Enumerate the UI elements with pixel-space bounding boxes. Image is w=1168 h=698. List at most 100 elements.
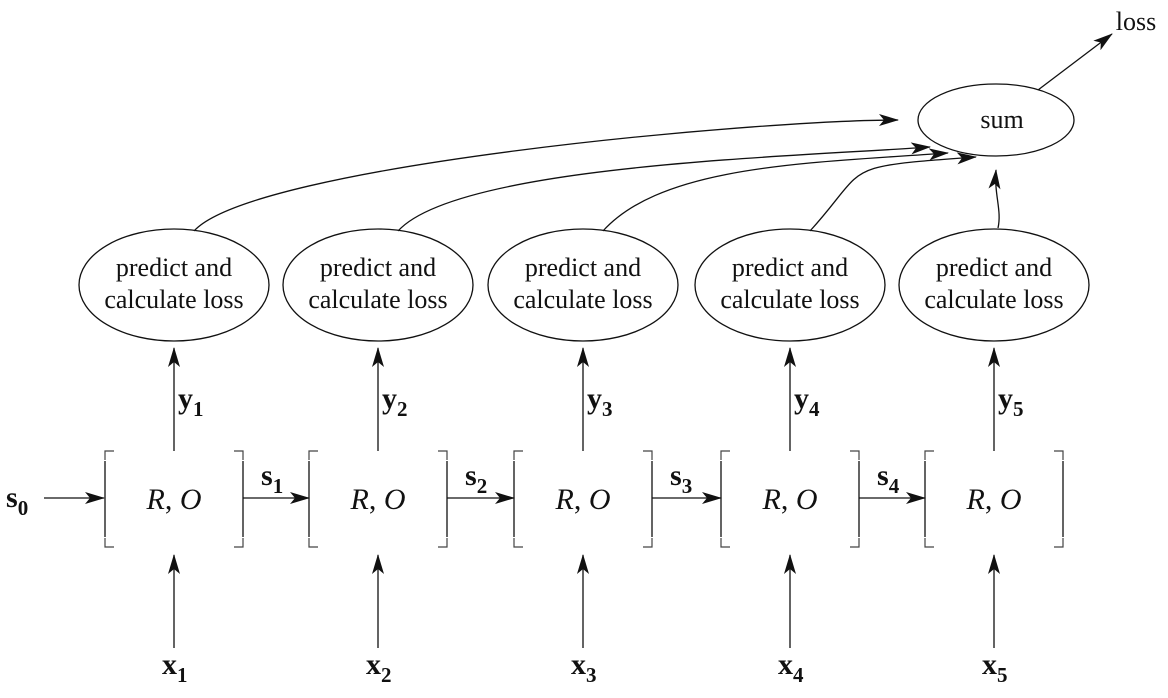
x3-sub: 3 <box>586 663 597 687</box>
predict-label-line-1: predict and <box>116 253 232 282</box>
cell-corner-1 <box>513 450 523 460</box>
initial-state-base: s <box>6 481 18 514</box>
cell-label-o: O <box>796 483 818 516</box>
y5-sub: 5 <box>1013 397 1024 421</box>
cell-corner-4 <box>234 538 244 548</box>
predict-ellipse <box>282 228 474 342</box>
cell-5: R, O <box>924 450 1064 548</box>
s3-sub: 3 <box>682 474 693 498</box>
s2-sub: 2 <box>477 474 488 498</box>
cell-4: R, O <box>720 450 860 548</box>
y5-base: y <box>998 382 1013 415</box>
sum-node: sum <box>917 83 1075 157</box>
cell-label: R, O <box>762 483 818 516</box>
cell-label-r: R <box>966 483 985 516</box>
cell-corner-2 <box>1054 450 1064 460</box>
predict-ellipse <box>694 228 886 342</box>
predict-ellipse <box>78 228 270 342</box>
predict-label-line-1: predict and <box>732 253 848 282</box>
y4-base: y <box>794 382 809 415</box>
cell-label-r: R <box>762 483 781 516</box>
y5-label: y5 <box>998 382 1024 421</box>
cell-corner-1 <box>308 450 318 460</box>
x3-base: x <box>571 648 586 681</box>
cell-corner-2 <box>643 450 653 460</box>
cell-label-r: R <box>146 483 165 516</box>
cell-label-o: O <box>589 483 611 516</box>
cell-3: R, O <box>513 450 653 548</box>
predict-ellipse <box>898 228 1090 342</box>
cell-corner-2 <box>234 450 244 460</box>
x5-base: x <box>982 648 997 681</box>
y3-base: y <box>587 382 602 415</box>
x1-label: x1 <box>162 648 188 687</box>
cell-label: R, O <box>555 483 611 516</box>
x5-sub: 5 <box>997 663 1008 687</box>
predict-node-4: predict and calculate loss <box>694 228 886 342</box>
predict-label-line-1: predict and <box>525 253 641 282</box>
cell-label-o: O <box>1000 483 1022 516</box>
predict-node-1: predict and calculate loss <box>78 228 270 342</box>
cell-corner-4 <box>850 538 860 548</box>
y2-base: y <box>382 382 397 415</box>
cell-label-sep: , <box>369 483 384 516</box>
cell-label: R, O <box>966 483 1022 516</box>
x1-sub: 1 <box>177 663 188 687</box>
predict-label-line-2: calculate loss <box>720 285 859 314</box>
cell-1: R, O <box>104 450 244 548</box>
cell-corner-3 <box>720 538 730 548</box>
cell-label-sep: , <box>165 483 180 516</box>
x4-label: x4 <box>778 648 804 687</box>
cell-corner-3 <box>513 538 523 548</box>
loss-3-to-sum-arrow <box>602 148 949 232</box>
predict-label-line-2: calculate loss <box>104 285 243 314</box>
s2-label: s2 <box>465 459 487 498</box>
loss-4-to-sum-arrow <box>809 152 977 232</box>
y1-label: y1 <box>178 382 204 421</box>
predict-node-2: predict and calculate loss <box>282 228 474 342</box>
s3-label: s3 <box>670 459 692 498</box>
cell-corner-3 <box>104 538 114 548</box>
loss-label: loss <box>1116 7 1156 36</box>
cell-2: R, O <box>308 450 448 548</box>
x4-base: x <box>778 648 793 681</box>
x1-base: x <box>162 648 177 681</box>
cell-label-sep: , <box>574 483 589 516</box>
cell-label-o: O <box>180 483 202 516</box>
predict-label-line-2: calculate loss <box>308 285 447 314</box>
s1-base: s <box>261 459 273 492</box>
initial-state-sub: 0 <box>18 496 29 520</box>
y2-sub: 2 <box>397 397 408 421</box>
cell-corner-1 <box>924 450 934 460</box>
predict-label-line-2: calculate loss <box>513 285 652 314</box>
x3-label: x3 <box>571 648 597 687</box>
s3-base: s <box>670 459 682 492</box>
y4-label: y4 <box>794 382 820 421</box>
cell-corner-4 <box>643 538 653 548</box>
predict-label-line-1: predict and <box>936 253 1052 282</box>
y1-base: y <box>178 382 193 415</box>
predict-node-5: predict and calculate loss <box>898 228 1090 342</box>
predict-label-line-1: predict and <box>320 253 436 282</box>
y4-sub: 4 <box>809 397 820 421</box>
loss-5-to-sum-arrow <box>988 169 1001 229</box>
x4-sub: 4 <box>793 663 804 687</box>
loss-2-to-sum-arrow <box>397 142 931 232</box>
predict-label-line-2: calculate loss <box>924 285 1063 314</box>
cell-label: R, O <box>350 483 406 516</box>
x2-sub: 2 <box>381 663 392 687</box>
sum-ellipse <box>917 83 1075 157</box>
s1-sub: 1 <box>273 474 284 498</box>
initial-state-label: s0 <box>6 481 28 520</box>
cell-corner-3 <box>308 538 318 548</box>
cell-corner-4 <box>1054 538 1064 548</box>
cell-corner-3 <box>924 538 934 548</box>
cell-corner-1 <box>720 450 730 460</box>
cell-label-sep: , <box>781 483 796 516</box>
cell-label-sep: , <box>985 483 1000 516</box>
